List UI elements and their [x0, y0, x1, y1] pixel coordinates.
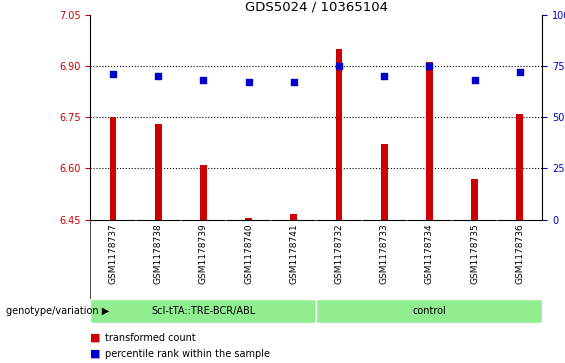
- Text: GSM1178732: GSM1178732: [334, 224, 344, 284]
- Point: [334, 63, 344, 69]
- Bar: [426, 62, 433, 220]
- Text: GSM1178739: GSM1178739: [199, 224, 208, 284]
- Text: percentile rank within the sample: percentile rank within the sample: [105, 349, 270, 359]
- Bar: [290, 215, 297, 220]
- Point: [380, 73, 389, 79]
- Bar: [336, 49, 342, 220]
- Point: [289, 79, 298, 85]
- Point: [425, 63, 434, 69]
- Text: GSM1178738: GSM1178738: [154, 224, 163, 284]
- Bar: [516, 114, 523, 220]
- Point: [154, 73, 163, 79]
- Text: GSM1178737: GSM1178737: [108, 224, 118, 284]
- Bar: [471, 179, 478, 220]
- Point: [199, 77, 208, 83]
- Point: [244, 79, 253, 85]
- Point: [515, 69, 524, 75]
- Bar: [155, 124, 162, 220]
- Text: ■: ■: [90, 349, 101, 359]
- Point: [108, 71, 118, 77]
- Text: GSM1178735: GSM1178735: [470, 224, 479, 284]
- Text: genotype/variation ▶: genotype/variation ▶: [6, 306, 109, 316]
- Point: [470, 77, 479, 83]
- Text: control: control: [412, 306, 446, 316]
- Title: GDS5024 / 10365104: GDS5024 / 10365104: [245, 0, 388, 13]
- Bar: [90, 299, 316, 323]
- Bar: [200, 165, 207, 220]
- Text: transformed count: transformed count: [105, 333, 195, 343]
- Text: GSM1178740: GSM1178740: [244, 224, 253, 284]
- Text: GSM1178733: GSM1178733: [380, 224, 389, 284]
- Bar: [381, 144, 388, 220]
- Bar: [110, 117, 116, 220]
- Text: ■: ■: [90, 333, 101, 343]
- Text: GSM1178734: GSM1178734: [425, 224, 434, 284]
- Text: GSM1178736: GSM1178736: [515, 224, 524, 284]
- Bar: [316, 299, 542, 323]
- Text: GSM1178741: GSM1178741: [289, 224, 298, 284]
- Text: ScI-tTA::TRE-BCR/ABL: ScI-tTA::TRE-BCR/ABL: [151, 306, 255, 316]
- Bar: [245, 218, 252, 220]
